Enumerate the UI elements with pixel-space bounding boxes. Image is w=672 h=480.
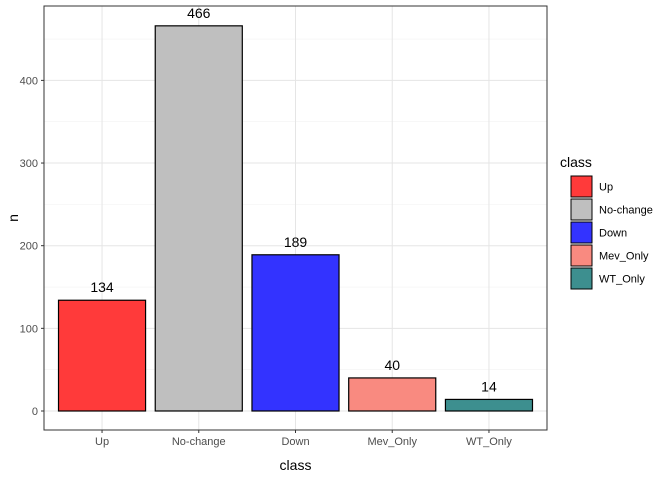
data-label: 189 [284, 234, 308, 250]
bars [57, 25, 534, 412]
y-tick-label: 400 [20, 75, 38, 87]
y-tick-label: 300 [20, 158, 38, 170]
x-tick-label: No-change [172, 436, 226, 448]
legend-key [570, 198, 593, 221]
bar-no-change [154, 25, 243, 412]
bar-mev-only [348, 377, 437, 412]
x-tick-label: Mev_Only [367, 436, 417, 448]
data-label: 466 [187, 5, 211, 21]
legend-key [570, 267, 593, 290]
data-label: 134 [90, 279, 114, 295]
y-tick-label: 100 [20, 323, 38, 335]
legend-title: class [560, 154, 592, 170]
y-tick-label: 200 [20, 241, 38, 253]
legend-key [570, 244, 593, 267]
y-tick-label: 0 [32, 406, 38, 418]
y-axis: 0 100 200 300 400 [20, 75, 44, 418]
x-tick-label: Up [95, 436, 109, 448]
legend-label: Mev_Only [599, 251, 649, 263]
legend-label: No-change [599, 205, 653, 217]
x-axis-title: class [280, 457, 312, 473]
legend-key [570, 221, 593, 244]
legend: class Up No-change Down Mev_Only WT_Only [560, 154, 653, 290]
bar-wt-only [444, 398, 534, 412]
legend-label: WT_Only [599, 274, 645, 286]
x-axis: Up No-change Down Mev_Only WT_Only [95, 430, 512, 448]
legend-items: Up No-change Down Mev_Only WT_Only [570, 175, 653, 290]
legend-label: Up [599, 182, 613, 194]
bar-up [57, 299, 147, 412]
y-axis-title: n [5, 214, 21, 222]
bar-down [251, 254, 340, 412]
legend-key [570, 175, 593, 198]
data-label: 14 [481, 378, 497, 394]
data-labels: 134 466 189 40 14 [90, 5, 497, 395]
data-label: 40 [384, 357, 400, 373]
x-tick-label: Down [281, 436, 309, 448]
legend-label: Down [599, 228, 627, 240]
x-tick-label: WT_Only [466, 436, 512, 448]
